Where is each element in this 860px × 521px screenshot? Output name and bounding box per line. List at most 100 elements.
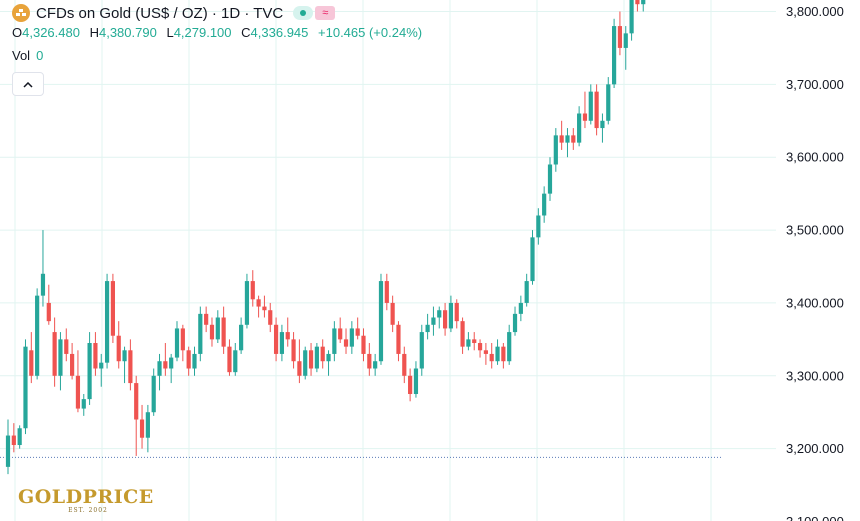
candle-body (35, 295, 40, 376)
symbol-title[interactable]: CFDs on Gold (US$ / OZ) · 1D · TVC (36, 4, 284, 22)
candle-body (565, 135, 570, 143)
candle-body (390, 302, 395, 325)
candle-body (512, 313, 518, 333)
wave-icon[interactable]: ≈ (315, 6, 336, 20)
candle-body (180, 328, 185, 351)
candle-body (64, 339, 69, 354)
collapse-legend-button[interactable] (12, 72, 44, 96)
candle-body (244, 281, 250, 325)
candle-body (413, 368, 419, 395)
close-value: 4,336.945 (250, 25, 309, 40)
candle-body (483, 350, 488, 354)
candle-body (227, 346, 232, 373)
high-label: H (89, 25, 99, 40)
candle-body (233, 350, 238, 373)
candle-body (623, 33, 628, 48)
candle-body (169, 357, 174, 369)
candle-body (239, 324, 244, 351)
candle-body (361, 335, 366, 354)
candle-body (303, 350, 308, 376)
candle-body (542, 193, 547, 216)
candle-body (495, 346, 500, 362)
candle-body (40, 273, 46, 296)
y-axis-tick-label: 3,400.000 (786, 295, 844, 310)
candle-body (128, 350, 133, 384)
open-value: 4,326.480 (22, 25, 80, 40)
candle-body (355, 328, 360, 336)
candle-body (349, 328, 354, 347)
candle-body (93, 343, 98, 369)
candle-body (635, 0, 640, 5)
candle-body (326, 353, 331, 362)
candle-body (23, 346, 28, 429)
candle-body (536, 215, 541, 238)
candle-body (29, 350, 34, 376)
logo-est: EST. 2002 (68, 507, 108, 514)
candle-body (378, 281, 384, 362)
candle-body (279, 332, 285, 354)
candle-body (408, 375, 413, 395)
candle-body (547, 164, 553, 194)
candle-body (308, 350, 314, 369)
y-axis-tick-label: 3,500.000 (786, 223, 844, 238)
candle-body (367, 353, 372, 369)
candle-body (373, 361, 378, 369)
candle-body (215, 317, 220, 340)
candle-body (151, 375, 156, 413)
candle-body (58, 339, 63, 376)
candle-body (559, 135, 564, 143)
candle-body (122, 350, 127, 362)
candle-body (116, 335, 121, 362)
market-status-button[interactable] (293, 6, 314, 20)
high-value: 4,380.790 (98, 25, 157, 40)
change-value: +10.465 (+0.24%) (318, 25, 423, 40)
candle-body (501, 346, 506, 362)
candle-body (431, 317, 436, 325)
candle-body (530, 237, 535, 282)
candle-body (477, 343, 483, 351)
candle-body (384, 281, 389, 303)
goldprice-logo: GOLDPRICE EST. 2002 (18, 487, 158, 519)
candle-body (157, 361, 162, 376)
candle-body (402, 353, 407, 376)
candle-body (268, 310, 273, 325)
chart-legend-header: CFDs on Gold (US$ / OZ) · 1D · TVC ≈ (12, 3, 336, 23)
chevron-up-icon (23, 75, 33, 93)
candle-body (571, 135, 576, 143)
candle-body (419, 332, 424, 369)
y-axis-tick-label: 3,700.000 (786, 77, 844, 92)
candle-body (75, 375, 81, 409)
candle-body (204, 313, 209, 325)
candle-body (320, 346, 325, 362)
candle-body (46, 302, 51, 322)
candle-body (617, 26, 623, 48)
y-axis-tick-label: 3,600.000 (786, 150, 844, 165)
candle-body (163, 361, 168, 369)
candle-body (606, 84, 611, 121)
candle-body (186, 350, 191, 369)
candle-body (256, 299, 261, 307)
candle-body (134, 383, 139, 420)
candle-body (297, 361, 302, 376)
candle-body (641, 0, 646, 5)
candle-body (338, 328, 343, 340)
candle-body (11, 435, 16, 446)
candle-body (99, 362, 104, 369)
candle-body (454, 302, 459, 322)
candle-body (291, 339, 296, 362)
gold-bars-icon (12, 4, 30, 22)
candle-body (192, 353, 197, 369)
candle-body (5, 435, 11, 467)
candle-body (314, 346, 319, 369)
candle-body (81, 399, 86, 409)
candle-body (524, 281, 529, 303)
candle-body (442, 310, 448, 329)
y-axis-tick-label: 3,300.000 (786, 368, 844, 383)
logo-name: GOLDPRICE (18, 486, 154, 508)
candle-body (612, 26, 617, 85)
candle-body (396, 324, 401, 354)
candle-body (70, 353, 75, 376)
candle-body (466, 339, 471, 347)
